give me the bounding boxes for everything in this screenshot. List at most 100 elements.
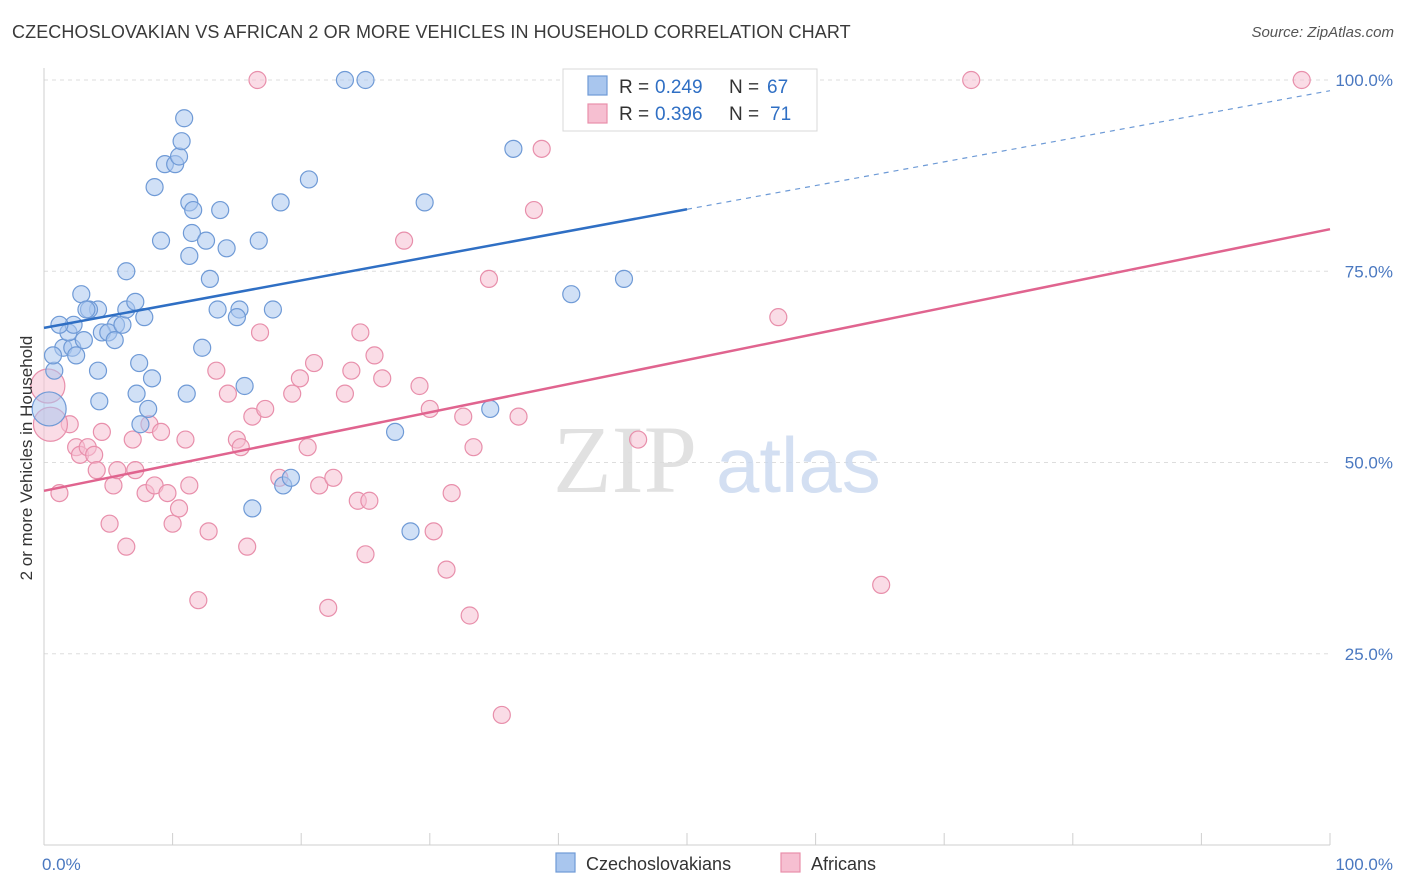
african-point (256, 399, 275, 419)
african-point (629, 430, 648, 449)
african-point (524, 200, 544, 220)
czechoslovakian-point (271, 193, 290, 212)
african-point (180, 476, 199, 495)
czechoslovakian-point (177, 384, 196, 403)
african-point (310, 476, 329, 495)
czechoslovakian-point (504, 139, 523, 158)
african-point (460, 606, 479, 625)
watermark-zip: ZIP (553, 406, 697, 513)
czechoslovakian-point (126, 292, 145, 311)
african-point (365, 346, 384, 365)
czechoslovakian-point (385, 422, 405, 441)
african-point (199, 522, 218, 541)
african-point (360, 491, 379, 510)
czechoslovakian-point (127, 384, 146, 403)
y-tick-label: 75.0% (1345, 262, 1393, 281)
african-point (158, 484, 177, 503)
african-point (324, 468, 343, 487)
x-tick-label-min: 0.0% (42, 855, 81, 874)
czechoslovakian-point (145, 178, 164, 197)
african-point (769, 308, 788, 327)
czechoslovakian-point (90, 392, 109, 411)
czechoslovakian-point (88, 361, 108, 380)
czechoslovakian-point (356, 70, 375, 90)
legend-r-label: R = (619, 77, 649, 98)
african-point (304, 353, 324, 373)
czechoslovakian-point (299, 170, 319, 189)
legend-r-label: R = (619, 104, 649, 125)
y-tick-label: 50.0% (1345, 454, 1393, 473)
african-point (492, 705, 511, 725)
african-point (151, 422, 171, 441)
watermark-atlas: atlas (716, 421, 881, 509)
african-point (509, 407, 528, 426)
czechoslovakian-point (151, 231, 171, 250)
source-credit: Source: ZipAtlas.com (1251, 24, 1394, 41)
african-point (424, 522, 443, 541)
czechoslovakian-point (401, 522, 420, 541)
african-point (319, 598, 338, 617)
african-point (442, 484, 461, 503)
x-tick-label-max: 100.0% (1335, 855, 1393, 874)
african-point (218, 384, 237, 403)
african-point (117, 537, 136, 556)
czechoslovakian-point (481, 399, 500, 419)
bottom-legend-swatch-czechoslovakians (555, 852, 576, 873)
czechoslovakian-point (184, 200, 203, 220)
legend-n-value: 67 (767, 77, 788, 98)
african-point (962, 70, 981, 90)
czechoslovakian-point (172, 132, 191, 151)
czechoslovakian-point (235, 376, 254, 396)
bottom-legend-czechoslovakians: Czechoslovakians (586, 854, 731, 874)
african-point (351, 323, 370, 342)
african-point (356, 545, 375, 564)
african-point (394, 231, 414, 250)
czechoslovakian-point (208, 300, 227, 319)
legend-swatch-czechoslovakians (587, 75, 608, 96)
legend-r-value: 0.249 (655, 77, 703, 98)
legend-r-value: 0.396 (655, 104, 703, 125)
african-point (189, 591, 208, 610)
trend-lines (43, 90, 1331, 493)
bottom-legend: Czechoslovakians Africans (555, 852, 876, 874)
czechoslovakian-point (131, 415, 150, 434)
czechoslovakian-point (31, 391, 67, 427)
african-point (85, 445, 104, 464)
african-point (207, 361, 226, 380)
bottom-legend-africans: Africans (811, 854, 876, 874)
y-axis-label: 2 or more Vehicles in Household (17, 336, 36, 581)
y-tick-labels: 25.0% 50.0% 75.0% 100.0% (1335, 71, 1393, 664)
african-point (532, 139, 551, 158)
czechoslovakian-point (43, 346, 63, 365)
african-point (437, 560, 456, 579)
series-africans-points (30, 70, 1311, 725)
african-point (104, 476, 123, 495)
czechoslovakian-point (113, 315, 132, 334)
african-point (464, 438, 483, 457)
legend-n-label: N = (729, 77, 759, 98)
african-point (335, 384, 355, 403)
african-point (872, 575, 891, 595)
czechoslovakian-point (217, 239, 236, 258)
african-point (420, 399, 439, 419)
african-point (290, 369, 310, 388)
african-point (163, 514, 182, 533)
czechoslovakian-point (72, 285, 91, 304)
african-point (250, 323, 270, 342)
y-tick-label: 25.0% (1345, 645, 1393, 664)
czechoslovakian-point (182, 223, 201, 243)
czechoslovakian-point (193, 338, 212, 357)
african-point (410, 376, 429, 396)
african-trend-line (43, 227, 1331, 493)
african-point (1292, 70, 1311, 90)
y-tick-label: 100.0% (1335, 71, 1393, 90)
czechoslovakian-point (211, 200, 230, 220)
x-ticks (172, 833, 1331, 845)
african-point (176, 430, 195, 449)
african-point (373, 369, 392, 388)
czechoslovakian-point (175, 109, 194, 128)
czechoslovakian-point (142, 369, 162, 388)
african-point (454, 407, 473, 426)
czechoslovakian-point (249, 231, 268, 250)
